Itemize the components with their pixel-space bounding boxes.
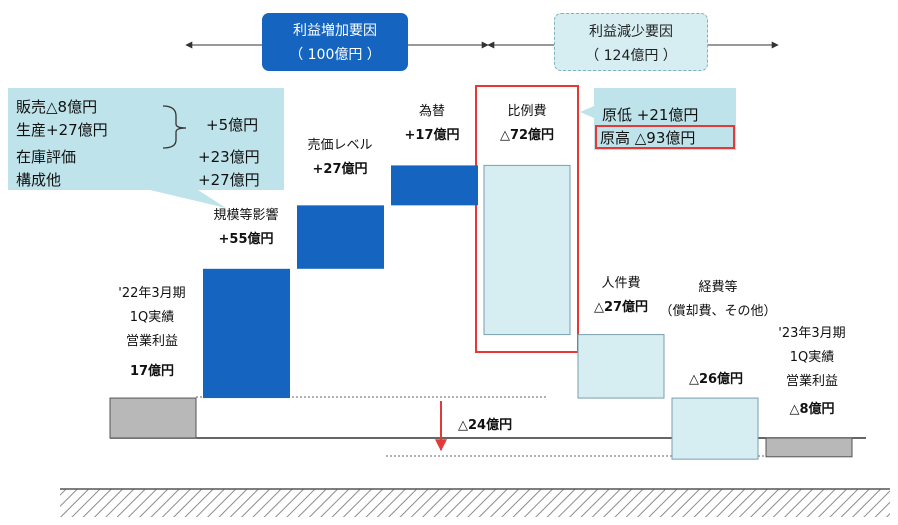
bar-label-end-line1: '23年3月期 (778, 326, 846, 341)
bar-label-end-line3: 営業利益 (785, 374, 838, 389)
difference-label: △24億円 (458, 418, 513, 433)
variable-cost-callout (580, 88, 736, 150)
variable-cost-high-box (595, 125, 735, 149)
bar-value-expense: △26億円 (688, 372, 744, 387)
waterfall-bar-4 (391, 165, 478, 206)
bar-label-start: '22年3月期 1Q実績 営業利益 17億円 (104, 282, 200, 384)
waterfall-bar-6 (577, 334, 665, 399)
bar-label-start-line1: '22年3月期 (118, 286, 186, 301)
bar-label-labor-line1: 人件費 (601, 276, 641, 291)
bar-label-labor: 人件費 △27億円 (576, 272, 666, 320)
ground-hatch (60, 489, 890, 517)
scale-breakdown-callout (8, 88, 284, 208)
bar-label-start-line3: 営業利益 (125, 334, 178, 349)
bar-value-scale: +55億円 (218, 232, 274, 247)
breakdown-item-inventory-label: 在庫評価 (16, 148, 77, 166)
bar-label-variable: 比例費 △72億円 (478, 100, 576, 148)
bar-label-fx-line1: 為替 (418, 104, 445, 119)
waterfall-bar-5 (483, 164, 571, 336)
bar-label-end: '23年3月期 1Q実績 営業利益 △8億円 (760, 322, 864, 422)
bar-label-expense: 経費等 （償却費、その他） (654, 276, 782, 324)
breakdown-item-production-label: 生産+27億円 (16, 121, 108, 139)
bar-label-expense-line1: 経費等 (698, 280, 738, 295)
variable-cost-high-text: 原高 △93億円 (600, 129, 696, 147)
breakdown-item-mix-label: 構成他 (16, 171, 62, 189)
waterfall-bar-8 (765, 437, 853, 458)
increase-factors-header: 利益増加要因 （ 100億円 ） (262, 13, 408, 71)
decrease-factors-header: 利益減少要因 （ 124億円 ） (554, 13, 708, 71)
bar-label-end-line2: 1Q実績 (789, 350, 835, 365)
bar-value-start: 17億円 (129, 364, 175, 379)
waterfall-bar-2 (203, 268, 290, 399)
bar-value-end: △8億円 (789, 402, 835, 417)
waterfall-bar-3 (297, 205, 384, 269)
bar-value-variable: △72億円 (499, 128, 555, 143)
bar-label-fx: 為替 +17億円 (384, 100, 480, 148)
bar-label-scale-line1: 規模等影響 (213, 208, 279, 223)
breakdown-item-mix-value: +27億円 (198, 171, 260, 189)
bar-value-labor: △27億円 (593, 300, 649, 315)
bar-label-variable-line1: 比例費 (507, 104, 547, 119)
breakdown-item-inventory-value: +23億円 (198, 148, 260, 166)
variable-cost-highlight (475, 85, 579, 353)
waterfall-bar-7 (671, 397, 759, 460)
bar-label-price: 売価レベル +27億円 (290, 134, 390, 182)
breakdown-item-sales-label: 販売△8億円 (16, 98, 98, 116)
breakdown-item-production-value: +5億円 (206, 116, 259, 134)
waterfall-bar-1 (109, 397, 197, 439)
decrease-factors-title: 利益減少要因 (589, 24, 673, 40)
bar-label-expense-line2: （償却費、その他） (659, 304, 777, 319)
bar-label-price-line1: 売価レベル (307, 138, 373, 153)
increase-factors-title: 利益増加要因 (293, 23, 377, 39)
increase-factors-amount: （ 100億円 ） (289, 47, 381, 63)
brace-icon (162, 105, 187, 149)
bar-label-start-line2: 1Q実績 (129, 310, 175, 325)
variable-cost-low-text: 原低 +21億円 (602, 106, 699, 124)
bar-label-scale: 規模等影響 +55億円 (196, 204, 296, 252)
bar-value-price: +27億円 (312, 162, 368, 177)
bar-value-fx: +17億円 (404, 128, 460, 143)
decrease-factors-amount: （ 124億円 ） (585, 48, 677, 64)
